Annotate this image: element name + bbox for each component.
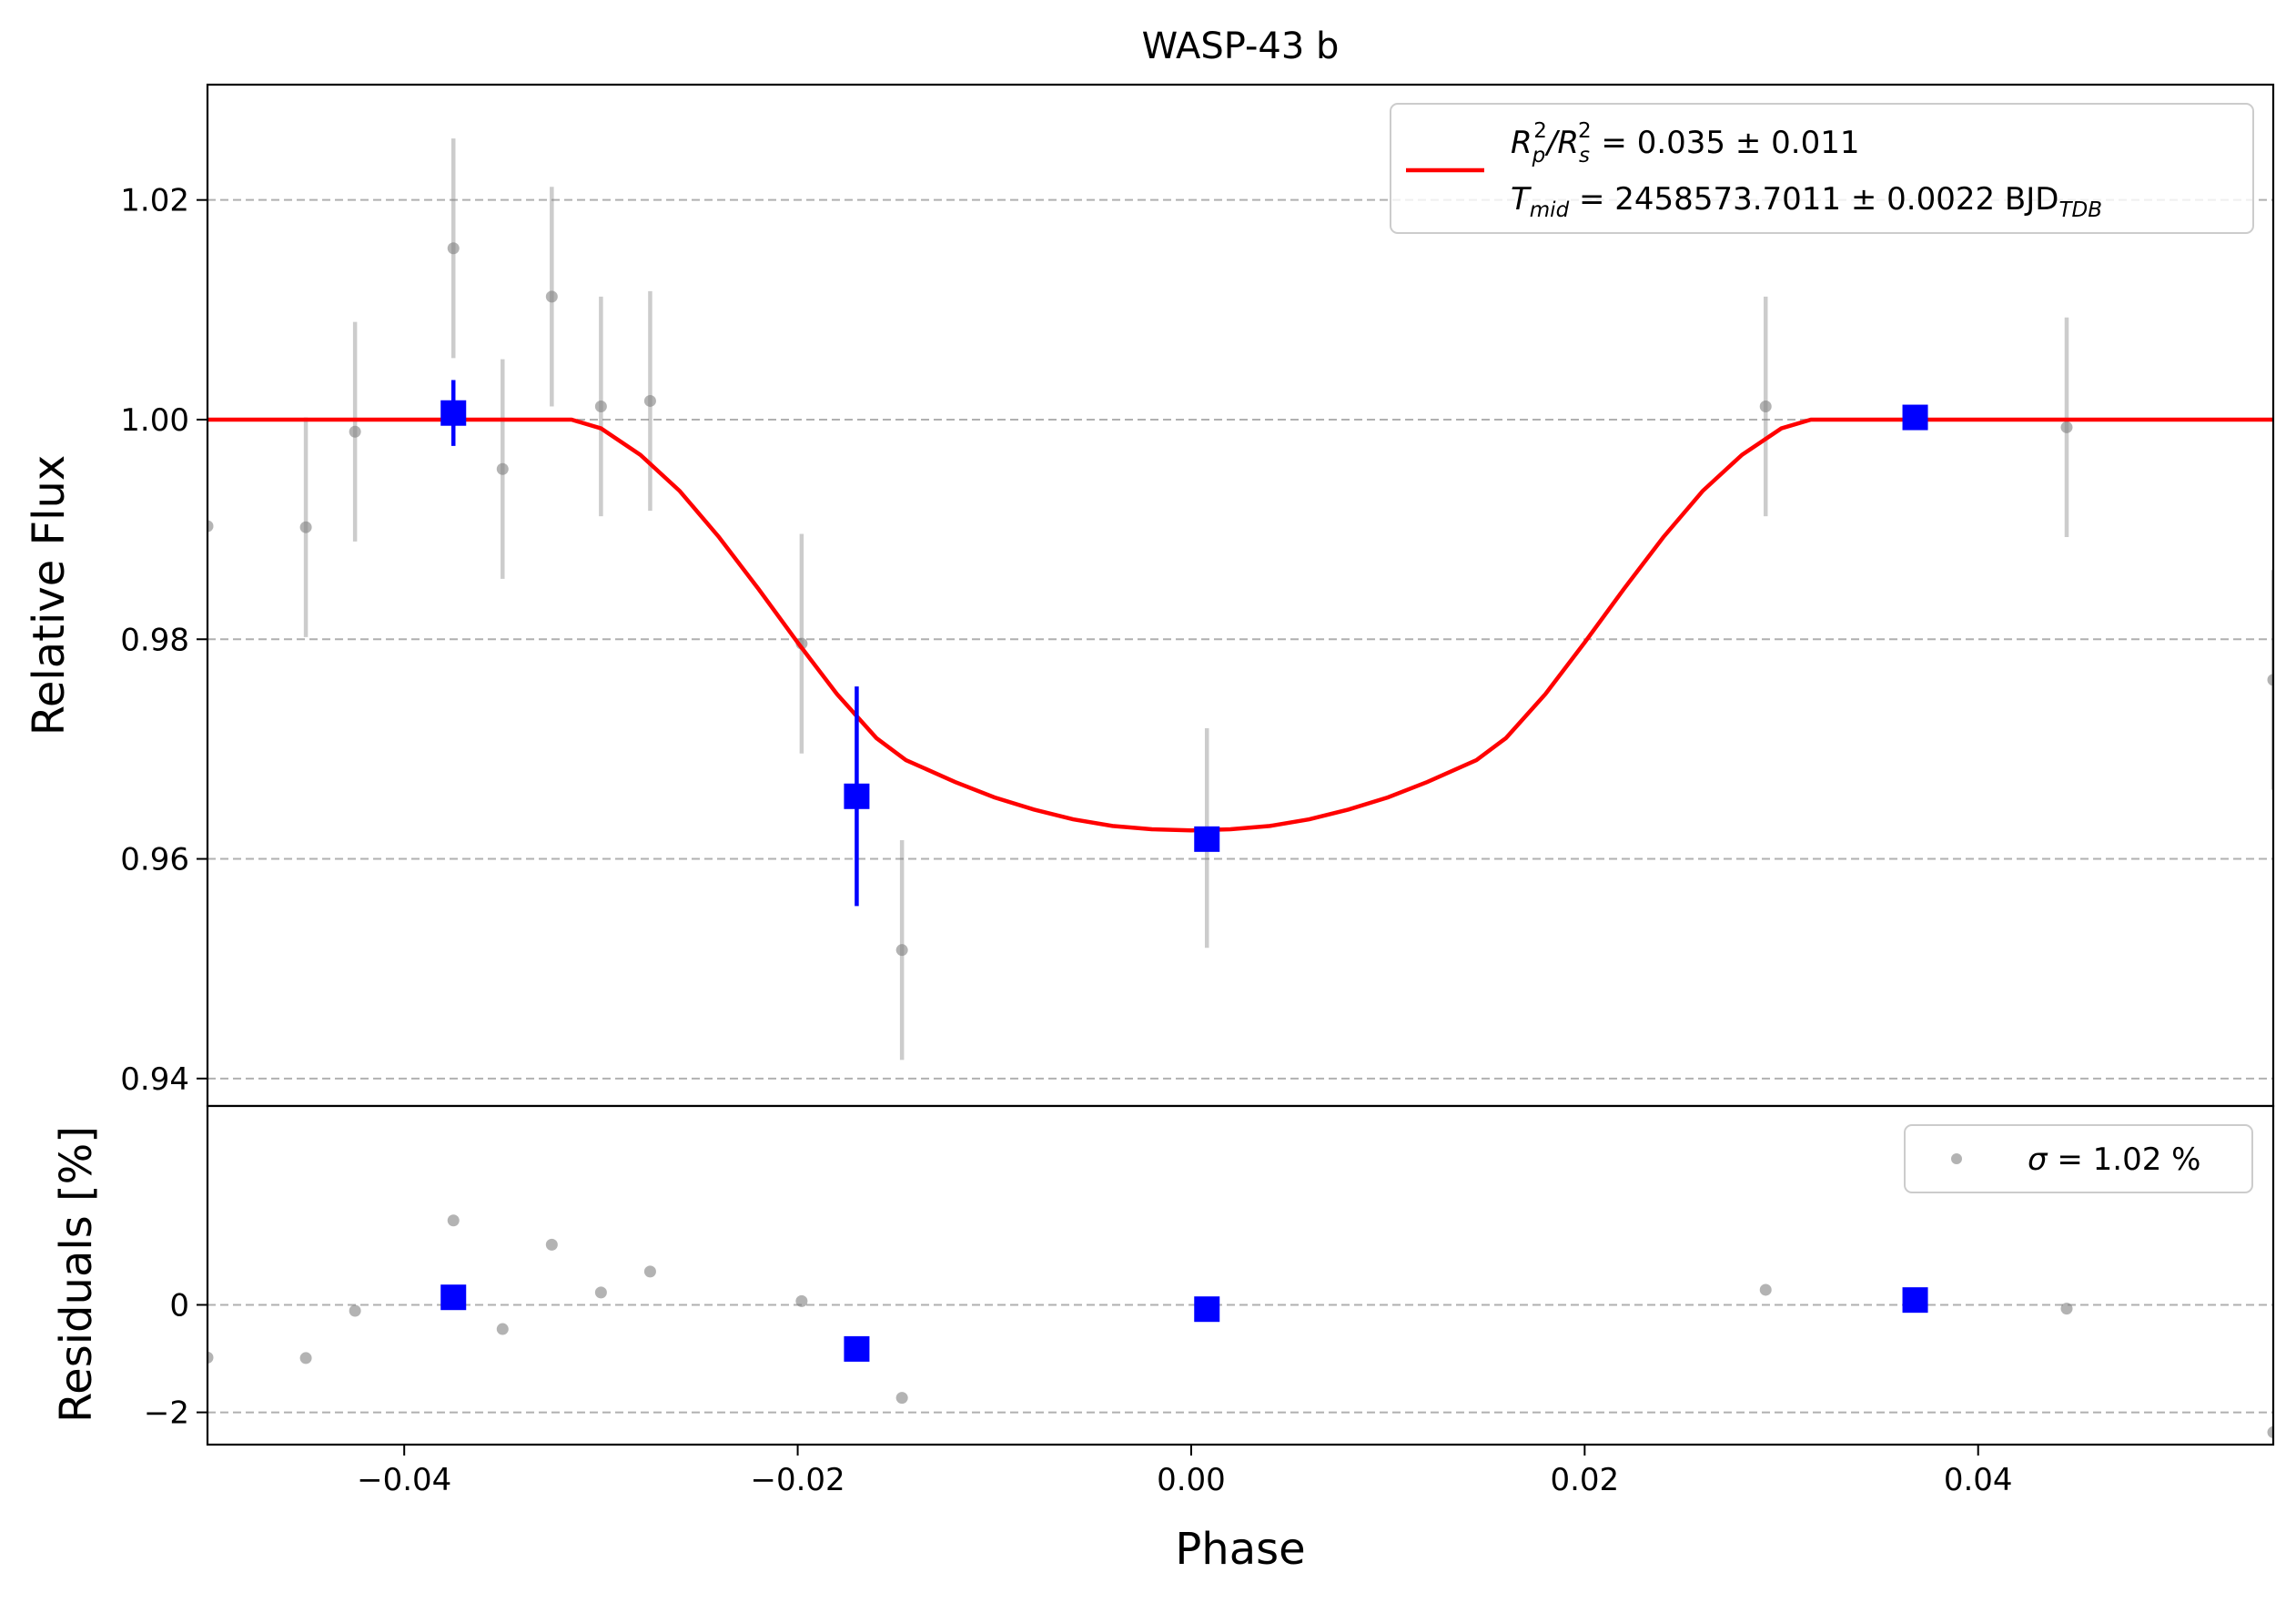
residuals-legend-box (1904, 1124, 2253, 1193)
residual-raw-point (496, 1323, 509, 1335)
raw-point (299, 521, 312, 533)
residuals-y-ticks: −2 0 (144, 1287, 207, 1432)
transit-model-curve (207, 417, 2273, 833)
raw-point (895, 944, 908, 957)
x-tick-label: 0.04 (1944, 1462, 2013, 1498)
binned-point (844, 783, 870, 809)
main-y-tick-label: 1.02 (120, 183, 189, 219)
raw-point (496, 462, 509, 475)
legend-rp-rs-text: Rp2/Rs2 = 0.035 ± 0.011 (1511, 119, 1859, 167)
raw-point (545, 290, 558, 303)
main-legend-box (1390, 103, 2254, 234)
residual-binned-point (440, 1284, 467, 1311)
residual-raw-point (895, 1392, 908, 1405)
raw-point (1759, 400, 1772, 412)
residuals-raw-points (207, 1214, 2273, 1438)
raw-point (207, 520, 214, 533)
residual-raw-point (1759, 1283, 1772, 1296)
x-tick-label: 0.02 (1550, 1462, 1619, 1498)
raw-point (2060, 421, 2073, 433)
residual-binned-point (1194, 1296, 1220, 1323)
residuals-panel: −2 0 −0.04 −0.02 0.00 0.02 0.04 σ = 1.02 % (144, 1104, 2275, 1498)
main-y-tick-label: 1.00 (120, 402, 189, 439)
main-plot-area (207, 85, 2273, 1106)
residuals-y-axis-label: Residuals [%] (51, 1126, 102, 1423)
main-raw-points (207, 138, 2273, 1060)
main-panel: 0.94 0.96 0.98 1.00 1.02 Rp2/Rs2 = 0.035 ± 0… (120, 83, 2275, 1108)
residuals-y-tick-label: −2 (144, 1395, 189, 1432)
residual-raw-point (2060, 1303, 2073, 1315)
main-legend: Rp2/Rs2 = 0.035 ± 0.011 Tmid = 2458573.7… (1390, 103, 2254, 234)
residual-raw-point (2267, 1425, 2273, 1438)
legend-tmid-text: Tmid = 2458573.7011 ± 0.0022 BJDTDB (1511, 181, 2102, 222)
residual-raw-point (349, 1304, 361, 1317)
residual-raw-point (545, 1238, 558, 1251)
raw-point (447, 242, 460, 255)
legend-sigma-text: σ = 1.02 % (2028, 1141, 2200, 1178)
residuals-y-tick-label: 0 (169, 1287, 189, 1324)
binned-point (1902, 404, 1928, 431)
x-tick-label: −0.02 (750, 1462, 845, 1498)
x-axis-label: Phase (1175, 1524, 1305, 1575)
residuals-plot-frame (206, 1104, 2275, 1446)
residual-binned-point (1902, 1287, 1928, 1314)
main-y-ticks: 0.94 0.96 0.98 1.00 1.02 (120, 183, 207, 1098)
main-y-tick-label: 0.96 (120, 842, 189, 878)
main-y-tick-label: 0.98 (120, 622, 189, 658)
raw-point (594, 400, 607, 412)
residuals-gridlines (207, 1304, 2273, 1414)
residual-raw-point (447, 1214, 460, 1227)
residuals-x-ticks: −0.04 −0.02 0.00 0.02 0.04 (357, 1445, 2013, 1498)
binned-point (1194, 826, 1220, 852)
raw-point (2267, 674, 2273, 686)
residual-raw-point (643, 1265, 656, 1278)
residual-raw-point (207, 1351, 214, 1364)
x-tick-label: 0.00 (1157, 1462, 1226, 1498)
residuals-legend: σ = 1.02 % (1904, 1124, 2253, 1193)
residual-binned-point (844, 1335, 870, 1362)
residual-raw-point (795, 1294, 808, 1307)
main-y-tick-label: 0.94 (120, 1061, 189, 1098)
residual-raw-point (299, 1352, 312, 1365)
main-y-axis-label: Relative Flux (24, 455, 75, 736)
raw-point (643, 394, 656, 407)
binned-point (440, 400, 467, 426)
residual-raw-point (594, 1286, 607, 1299)
chart-title: WASP-43 b (1142, 25, 1340, 67)
legend-residual-marker (1951, 1153, 1962, 1164)
raw-point (349, 425, 361, 438)
residuals-binned-points (440, 1284, 1928, 1362)
main-binned-points (440, 380, 1928, 907)
x-tick-label: −0.04 (357, 1462, 451, 1498)
